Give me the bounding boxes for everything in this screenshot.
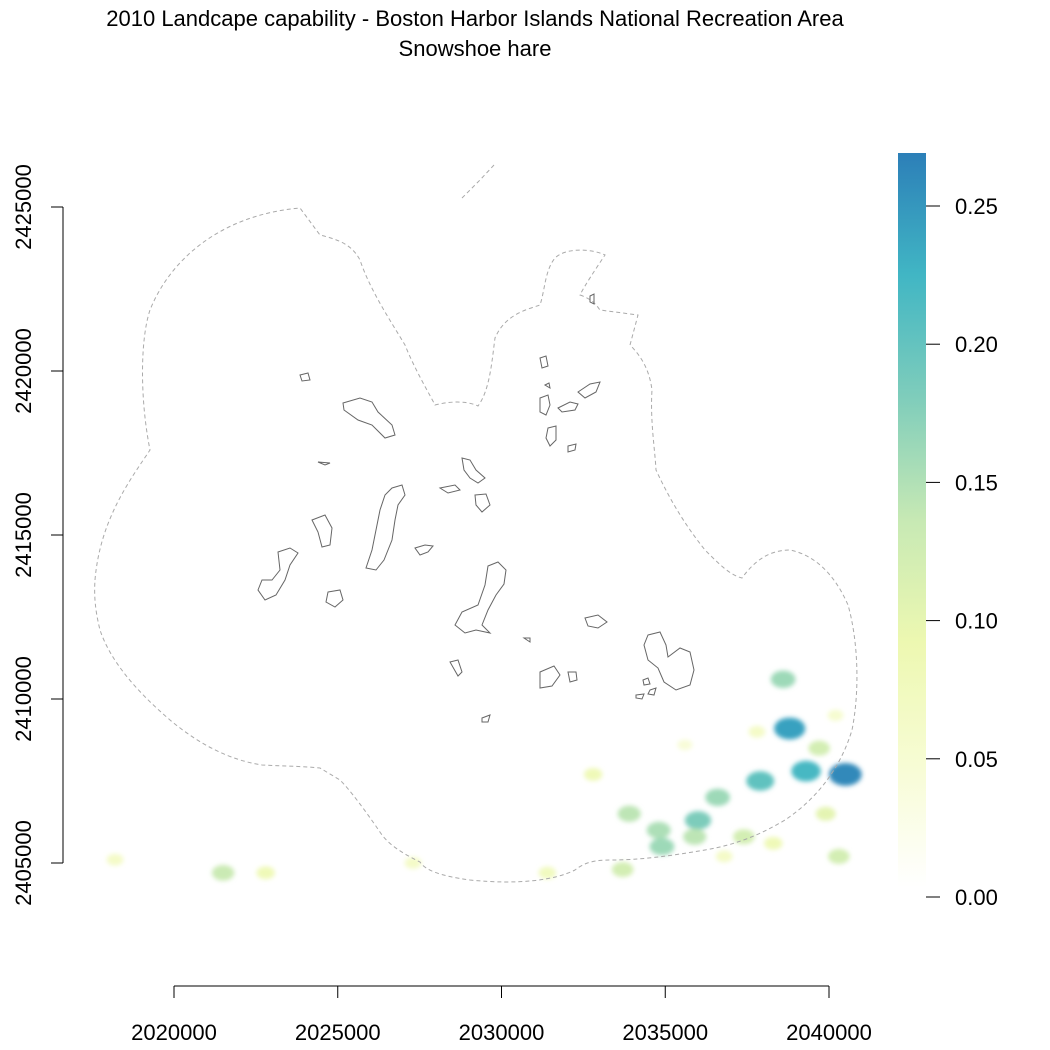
y-tick-label: 2420000 — [11, 328, 36, 414]
raster-layer — [106, 670, 862, 881]
island-outlines — [257, 293, 695, 723]
y-tick-label: 2425000 — [11, 164, 36, 250]
x-tick-label: 2025000 — [295, 1020, 381, 1045]
raster-patch — [404, 857, 422, 869]
legend-tick-label: 0.20 — [955, 332, 998, 357]
raster-patch — [791, 760, 821, 782]
x-tick-label: 2020000 — [131, 1020, 217, 1045]
boundary-fragment — [461, 164, 495, 199]
chart-title: 2010 Landcape capability - Boston Harbor… — [106, 6, 844, 31]
legend-tick-label: 0.10 — [955, 609, 998, 634]
raster-patch — [764, 836, 783, 850]
y-tick-label: 2410000 — [11, 656, 36, 742]
raster-patch — [584, 768, 603, 781]
y-tick-label: 2405000 — [11, 820, 36, 906]
raster-patch — [684, 811, 712, 830]
chart-subtitle: Snowshoe hare — [398, 36, 552, 61]
raster-patch — [748, 725, 766, 738]
raster-patch — [715, 850, 733, 863]
x-tick-label: 2030000 — [459, 1020, 545, 1045]
raster-patch — [646, 821, 671, 839]
raster-patch — [611, 862, 634, 878]
raster-patch — [649, 837, 675, 856]
raster-patch — [683, 828, 707, 845]
legend-tick-label: 0.15 — [955, 470, 998, 495]
raster-patch — [828, 762, 862, 786]
x-tick-label: 2035000 — [622, 1020, 708, 1045]
raster-patch — [815, 806, 836, 821]
raster-patch — [705, 788, 731, 807]
study-area-boundary — [94, 207, 858, 883]
raster-patch — [827, 709, 844, 722]
raster-patch — [808, 740, 830, 756]
raster-patch — [770, 670, 796, 688]
legend-tick-label: 0.25 — [955, 194, 998, 219]
raster-patch — [733, 829, 755, 845]
raster-patch — [828, 848, 850, 864]
axes — [51, 206, 830, 998]
raster-patch — [677, 739, 693, 751]
raster-patch — [774, 717, 806, 740]
legend-tick-label: 0.05 — [955, 747, 998, 772]
legend-tick-label: 0.00 — [955, 885, 998, 910]
legend-colorbar — [898, 153, 926, 887]
raster-patch — [746, 771, 775, 791]
raster-patch — [617, 805, 641, 822]
x-tick-label: 2040000 — [786, 1020, 872, 1045]
y-tick-label: 2415000 — [11, 492, 36, 578]
legend: 0.00 0.05 0.10 0.15 0.20 0.25 — [926, 194, 998, 910]
tick-labels: 2020000 2025000 2030000 2035000 2040000 24050… — [11, 164, 872, 1045]
raster-patch — [106, 853, 124, 866]
raster-patch — [211, 865, 235, 881]
raster-patch — [256, 866, 275, 880]
raster-patch — [538, 866, 557, 880]
